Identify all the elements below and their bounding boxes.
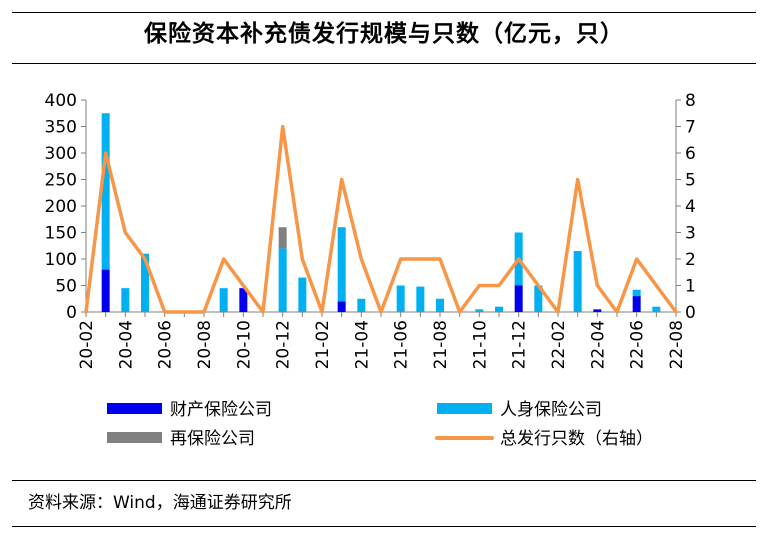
bar-segment <box>337 227 346 302</box>
chart-canvas: 0 50 100 150 200 250 300 350 400 0 1 2 3 4 5 6 7 8 20-02 20… <box>45 91 696 449</box>
x-tick-label: 21-08 <box>431 320 451 369</box>
legend-label: 人身保险公司 <box>500 400 602 420</box>
bar-segment <box>121 288 130 312</box>
bar-segment <box>495 306 503 312</box>
bar-segment <box>101 113 110 270</box>
y-left-tick-label: 350 <box>45 118 77 138</box>
bar-segment <box>416 286 425 312</box>
legend-swatch <box>437 403 492 414</box>
count-line <box>84 124 678 314</box>
title-rule <box>12 63 756 64</box>
legend-swatch <box>107 432 162 443</box>
y-left-tick-label: 300 <box>45 144 77 164</box>
bar-segment <box>475 309 484 312</box>
bar-segment <box>436 298 444 312</box>
chart-title: 保险资本补充债发行规模与只数（亿元，只） <box>144 21 624 47</box>
x-tick-label: 21-12 <box>510 320 530 369</box>
x-tick-label: 22-06 <box>628 320 648 369</box>
x-tick-label: 20-10 <box>234 320 254 369</box>
bar-segment <box>278 227 287 249</box>
y-left-tick-label: 150 <box>45 224 77 244</box>
legend-swatch <box>107 403 162 414</box>
y-right-tick-label: 8 <box>685 91 696 111</box>
legend-label: 财产保险公司 <box>170 400 272 420</box>
y-right-tick-label: 2 <box>685 250 696 270</box>
y-left-tick-label: 200 <box>45 197 77 217</box>
top-rule <box>12 12 756 13</box>
bar-segment <box>573 251 582 312</box>
x-tick-label: 21-10 <box>470 320 490 369</box>
x-tick-label: 20-06 <box>156 320 176 369</box>
x-tick-label: 20-08 <box>195 320 215 369</box>
bar-segment <box>652 306 661 312</box>
x-tick-label: 22-02 <box>549 320 569 369</box>
bar-segment <box>514 285 523 312</box>
x-tick-label: 20-02 <box>77 320 97 369</box>
y-right-tick-label: 1 <box>685 277 696 297</box>
y-left-tick-label: 250 <box>45 171 77 191</box>
bar-segment <box>593 309 602 312</box>
y-right-tick-label: 5 <box>685 171 696 191</box>
y-right-tick-label: 3 <box>685 224 696 244</box>
y-right-tick-label: 7 <box>685 118 696 138</box>
y-left-tick-label: 50 <box>55 277 77 297</box>
bar-segment <box>298 277 307 312</box>
bar-segment <box>101 269 110 312</box>
source-rule <box>12 480 756 481</box>
bar-segment <box>337 301 346 312</box>
bar-segment <box>219 288 228 312</box>
bar-segment <box>278 248 287 312</box>
y-left-tick-label: 400 <box>45 91 77 111</box>
y-left-tick-label: 0 <box>66 303 77 323</box>
chart-bars <box>101 113 661 312</box>
chart-line <box>84 124 678 314</box>
x-tick-label: 22-08 <box>667 320 687 369</box>
legend-label: 总发行只数（右轴） <box>500 429 653 449</box>
bar-segment <box>396 285 405 312</box>
x-tick-label: 20-12 <box>274 320 294 369</box>
y-right-tick-label: 6 <box>685 144 696 164</box>
x-tick-label: 22-04 <box>588 320 608 369</box>
bottom-rule <box>12 526 756 527</box>
x-tick-label: 21-04 <box>352 320 372 369</box>
x-tick-label: 20-04 <box>116 320 136 369</box>
bar-segment <box>239 288 248 312</box>
y-left-tick-label: 100 <box>45 250 77 270</box>
source-note: 资料来源：Wind，海通证券研究所 <box>28 493 292 513</box>
y-right-tick-label: 4 <box>685 197 696 217</box>
bar-segment <box>534 285 543 312</box>
bar-segment <box>632 289 641 297</box>
y-right-tick-label: 0 <box>685 303 696 323</box>
bar-segment <box>632 296 641 312</box>
x-tick-label: 21-06 <box>392 320 412 369</box>
x-tick-label: 21-02 <box>313 320 333 369</box>
legend-label: 再保险公司 <box>170 429 255 449</box>
bar-segment <box>357 298 366 312</box>
bar-segment <box>141 253 149 312</box>
chart-axes: 0 50 100 150 200 250 300 350 400 0 1 2 3 4 5 6 7 8 20-02 20… <box>45 91 696 369</box>
